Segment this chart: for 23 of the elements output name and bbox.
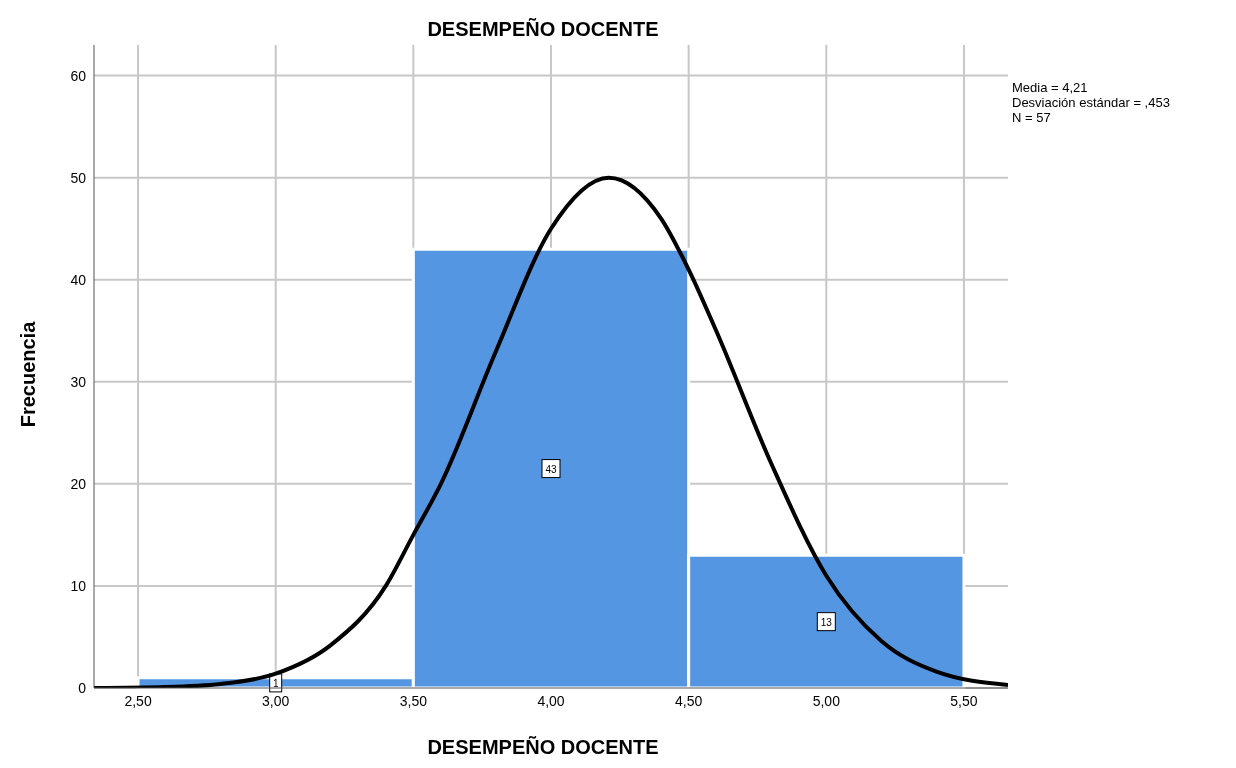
x-tick-label: 3,00 — [262, 692, 290, 709]
y-tick-label: 30 — [70, 373, 87, 390]
x-axis-title: DESEMPEÑO DOCENTE — [426, 736, 660, 759]
data-label: 13 — [820, 616, 833, 628]
x-tick-label: 5,50 — [950, 692, 978, 709]
x-tick-label: 5,00 — [812, 692, 841, 709]
data-label: 43 — [545, 463, 557, 475]
x-tick-label: 2,50 — [124, 692, 152, 709]
y-tick-label: 40 — [70, 271, 87, 288]
y-tick-label: 0 — [78, 679, 87, 696]
y-tick-label: 20 — [70, 475, 87, 492]
chart-title: DESEMPEÑO DOCENTE — [426, 18, 660, 41]
data-label: 1 — [272, 677, 279, 689]
x-tick-label: 3,50 — [399, 692, 428, 709]
y-tick-label: 10 — [70, 577, 87, 594]
text: N = 57 — [1012, 110, 1052, 125]
text: Media = 4,21 — [1012, 80, 1089, 95]
y-tick-label: 60 — [70, 67, 87, 84]
y-axis-title: Frecuencia — [16, 320, 40, 430]
x-tick-label: 4,50 — [675, 692, 703, 709]
y-tick-label: 50 — [70, 169, 87, 186]
x-tick-label: 4,00 — [537, 692, 565, 709]
text: Desviación estándar = ,453 — [1012, 95, 1170, 110]
